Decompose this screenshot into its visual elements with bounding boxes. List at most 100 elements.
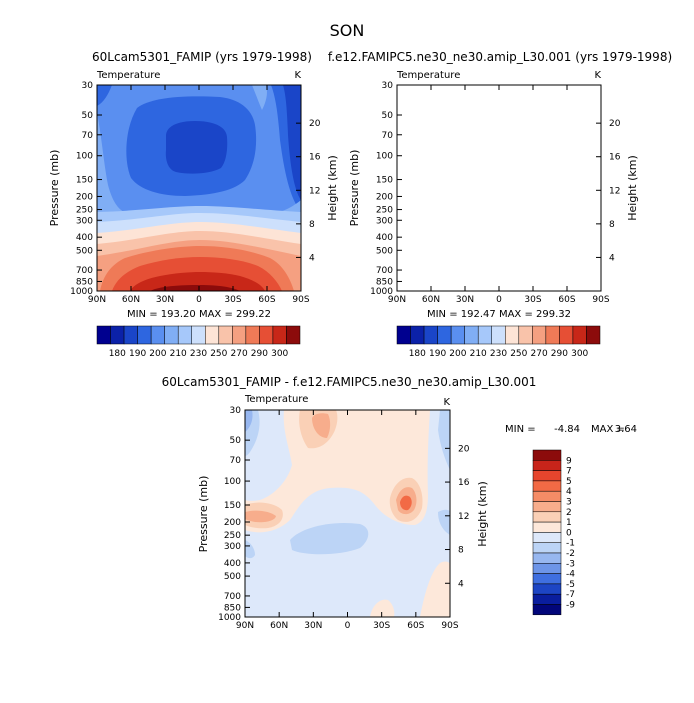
y-right-tick-label: 12 bbox=[458, 512, 469, 522]
colorbar-label: -3 bbox=[566, 559, 575, 569]
colorbar-label: 1 bbox=[566, 518, 572, 528]
colorbar-label: 250 bbox=[210, 349, 227, 359]
x-tick-label: 0 bbox=[496, 295, 502, 305]
y-tick-label: 250 bbox=[76, 206, 93, 216]
colorbar-swatch bbox=[137, 325, 152, 345]
colorbar-swatch bbox=[532, 470, 562, 482]
y-tick-label: 70 bbox=[230, 456, 242, 466]
colorbar-swatch bbox=[505, 325, 520, 345]
y-tick-label: 300 bbox=[76, 216, 93, 226]
colorbar-label: 180 bbox=[109, 349, 126, 359]
panel-diff-units: K bbox=[443, 397, 450, 408]
colorbar-swatch bbox=[177, 325, 192, 345]
y-tick-label: 50 bbox=[82, 111, 94, 121]
y-right-tick-label: 20 bbox=[609, 119, 621, 129]
y-right-tick-label: 20 bbox=[309, 119, 321, 129]
colorbar-label: 3 bbox=[566, 498, 572, 508]
y-right-tick-label: 20 bbox=[458, 444, 470, 454]
y-right-tick-label: 4 bbox=[309, 253, 315, 263]
x-tick-label: 90S bbox=[441, 621, 458, 631]
diff-panel-title: 60Lcam5301_FAMIP - f.e12.FAMIPC5.ne30_ne… bbox=[162, 375, 537, 389]
y-tick-label: 150 bbox=[76, 176, 93, 186]
y-tick-label: 30 bbox=[82, 81, 94, 91]
y-tick-label: 70 bbox=[82, 131, 94, 141]
colorbar-swatch bbox=[532, 501, 562, 513]
x-tick-label: 30N bbox=[156, 295, 174, 305]
x-tick-label: 60N bbox=[270, 621, 288, 631]
y-tick-label: 400 bbox=[376, 233, 393, 243]
colorbar-label: -7 bbox=[566, 590, 575, 600]
y-tick-label: 850 bbox=[224, 603, 241, 613]
x-tick-label: 90N bbox=[236, 621, 254, 631]
figure-title: SON bbox=[330, 21, 365, 40]
colorbar-swatch bbox=[464, 325, 479, 345]
y-tick-label: 1000 bbox=[370, 287, 393, 297]
y-tick-label: 700 bbox=[76, 266, 93, 276]
colorbar-swatch bbox=[205, 325, 220, 345]
colorbar-swatch bbox=[532, 449, 562, 461]
y-tick-label: 100 bbox=[76, 152, 93, 162]
colorbar-swatch bbox=[232, 325, 247, 345]
colorbar-label: 210 bbox=[170, 349, 187, 359]
colorbar-swatch bbox=[532, 593, 562, 605]
y-tick-label: 200 bbox=[376, 192, 393, 202]
x-tick-label: 0 bbox=[345, 621, 351, 631]
colorbar-swatch bbox=[123, 325, 138, 345]
y-tick-label: 300 bbox=[224, 542, 241, 552]
colorbar-label: 230 bbox=[490, 349, 507, 359]
colorbar-label: 9 bbox=[566, 456, 572, 466]
y-tick-label: 250 bbox=[376, 206, 393, 216]
y-right-tick-label: 12 bbox=[309, 186, 320, 196]
y-tick-label: 50 bbox=[230, 436, 242, 446]
panel-left-stats: MIN = 193.20 MAX = 299.22 bbox=[127, 309, 271, 320]
colorbar-swatch bbox=[532, 480, 562, 492]
colorbar-label: 290 bbox=[551, 349, 568, 359]
colorbar-swatch bbox=[532, 325, 547, 345]
panel-diff: Temperature K 90N 60N 30N 0 30S 60S 90S3050701… bbox=[197, 394, 637, 631]
colorbar-label: 200 bbox=[449, 349, 466, 359]
colorbar-swatch bbox=[423, 325, 438, 345]
y-tick-label: 70 bbox=[382, 131, 394, 141]
y-tick-label: 50 bbox=[382, 111, 394, 121]
x-tick-label: 90S bbox=[592, 295, 609, 305]
colorbar-swatch bbox=[545, 325, 560, 345]
x-tick-label: 60S bbox=[558, 295, 575, 305]
y-tick-label: 700 bbox=[376, 266, 393, 276]
colorbar-swatch bbox=[518, 325, 533, 345]
colorbar-swatch bbox=[164, 325, 179, 345]
y-tick-label: 30 bbox=[230, 406, 242, 416]
y-right-tick-label: 16 bbox=[458, 478, 470, 488]
colorbar-label: 190 bbox=[429, 349, 446, 359]
panel-diff-ticks: 90N 60N 30N 0 30S 60S 90S 30 50 70 100 150 200 250300… bbox=[218, 406, 470, 631]
colorbar-swatch bbox=[437, 325, 452, 345]
x-tick-label: 30S bbox=[373, 621, 390, 631]
y-tick-label: 1000 bbox=[218, 613, 241, 623]
colorbar-swatch bbox=[245, 325, 260, 345]
y-tick-label: 500 bbox=[76, 246, 93, 256]
y-tick-label: 700 bbox=[224, 592, 241, 602]
colorbar-swatch bbox=[572, 325, 587, 345]
colorbar-label: -1 bbox=[566, 539, 575, 549]
y-right-tick-label: 8 bbox=[458, 546, 464, 556]
x-tick-label: 90N bbox=[88, 295, 106, 305]
panel-diff-min-value: -4.84 bbox=[554, 424, 580, 435]
y-tick-label: 150 bbox=[224, 501, 241, 511]
colorbar-swatch bbox=[491, 325, 506, 345]
colorbar-swatch bbox=[218, 325, 233, 345]
colorbar-label: -5 bbox=[566, 580, 575, 590]
panel-diff-max-label: MAX = bbox=[591, 424, 625, 435]
x-tick-label: 30N bbox=[456, 295, 474, 305]
y-right-tick-label: 8 bbox=[309, 220, 315, 230]
y-tick-label: 150 bbox=[376, 176, 393, 186]
colorbar-swatch bbox=[410, 325, 425, 345]
y-tick-label: 500 bbox=[224, 572, 241, 582]
y-right-tick-label: 8 bbox=[609, 220, 615, 230]
colorbar-swatch bbox=[559, 325, 574, 345]
panel-left-colorbar: 180 190 200 210 230 250 270 290 300 bbox=[96, 325, 301, 359]
colorbar-label: 300 bbox=[271, 349, 288, 359]
x-tick-label: 60N bbox=[122, 295, 140, 305]
y-right-tick-label: 4 bbox=[609, 253, 615, 263]
right-panel-title: f.e12.FAMIPC5.ne30_ne30.amip_L30.001 (yr… bbox=[328, 50, 672, 64]
